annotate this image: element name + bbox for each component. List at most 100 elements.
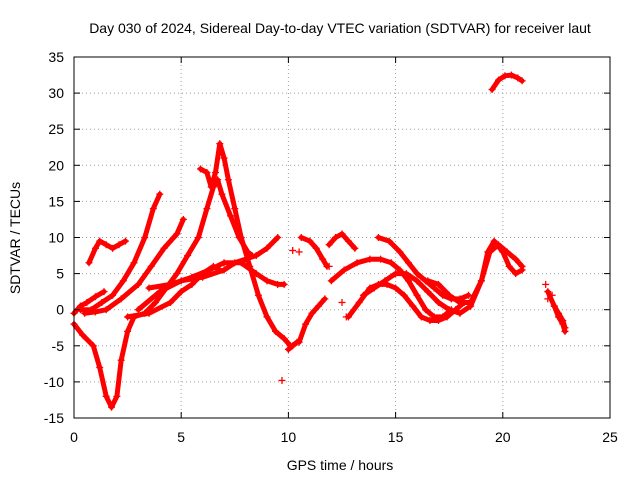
data-point xyxy=(289,342,297,350)
data-point xyxy=(319,255,327,263)
data-point xyxy=(392,284,400,292)
data-series-track-10 xyxy=(196,140,295,350)
data-point xyxy=(413,277,421,285)
data-point xyxy=(404,259,412,267)
data-point xyxy=(184,252,192,260)
data-point xyxy=(507,71,515,79)
series-line xyxy=(146,260,287,291)
data-point xyxy=(108,403,116,411)
data-point xyxy=(141,234,149,241)
data-point xyxy=(514,74,522,82)
data-point xyxy=(130,259,138,267)
data-point xyxy=(518,77,526,85)
data-point xyxy=(177,288,185,296)
data-point xyxy=(134,306,142,314)
data-point xyxy=(501,72,509,80)
data-series-track-9 xyxy=(145,259,288,292)
data-point xyxy=(308,309,316,317)
data-point xyxy=(207,183,215,191)
data-point xyxy=(392,270,400,278)
data-point xyxy=(488,85,496,93)
data-point xyxy=(424,288,432,296)
data-point xyxy=(102,392,110,400)
data-point xyxy=(79,331,87,339)
series-line xyxy=(198,141,293,349)
x-tick-label: 15 xyxy=(388,429,404,445)
data-point xyxy=(417,313,425,321)
data-point xyxy=(353,259,361,267)
data-series-track-5 xyxy=(81,215,187,317)
data-point xyxy=(119,277,127,285)
data-point xyxy=(374,234,382,241)
data-point xyxy=(124,327,132,335)
data-point xyxy=(212,169,220,177)
data-series-track-1 xyxy=(70,313,138,411)
data-point xyxy=(115,241,123,249)
data-point xyxy=(231,205,239,213)
data-point xyxy=(426,317,434,325)
data-point xyxy=(505,262,513,270)
data-point xyxy=(396,248,404,256)
points-layer xyxy=(278,246,556,384)
y-tick-label: 35 xyxy=(48,49,64,65)
data-point xyxy=(327,277,335,285)
data-point xyxy=(237,259,245,267)
data-point xyxy=(91,244,99,252)
data-series-track-17 xyxy=(374,234,472,303)
data-point xyxy=(85,259,93,267)
data-point xyxy=(102,241,110,249)
series-layer xyxy=(70,71,569,411)
data-point xyxy=(387,259,395,267)
data-series-track-22 xyxy=(550,302,569,332)
data-point xyxy=(321,295,329,303)
y-tick-label: 5 xyxy=(56,266,64,282)
data-point xyxy=(544,288,552,296)
data-point xyxy=(370,284,378,292)
data-point xyxy=(220,266,228,274)
data-point xyxy=(96,237,104,245)
data-series-track-3 xyxy=(85,237,129,267)
data-point xyxy=(117,356,125,364)
data-point xyxy=(359,291,367,299)
data-point xyxy=(166,280,174,288)
data-point xyxy=(117,295,125,303)
isolated-data-point xyxy=(544,295,552,303)
data-point xyxy=(467,298,475,306)
data-point xyxy=(512,270,520,278)
data-point xyxy=(280,335,288,343)
data-point xyxy=(124,313,132,321)
data-point xyxy=(351,244,359,252)
data-point xyxy=(297,234,305,241)
x-tick-label: 0 xyxy=(70,429,78,445)
data-point xyxy=(147,262,155,270)
data-point xyxy=(443,313,451,321)
data-point xyxy=(445,291,453,299)
data-point xyxy=(100,288,108,296)
data-point xyxy=(263,277,271,285)
data-point xyxy=(400,291,408,299)
y-tick-label: 30 xyxy=(48,85,64,101)
chart-title: Day 030 of 2024, Sidereal Day-to-day VTE… xyxy=(89,20,591,36)
data-series-track-4 xyxy=(76,190,164,314)
data-point xyxy=(166,298,174,306)
data-point xyxy=(434,280,442,288)
y-axis-label: SDTVAR / TECUs xyxy=(7,182,23,294)
data-point xyxy=(109,244,117,252)
data-point xyxy=(173,230,181,238)
data-point xyxy=(377,255,385,263)
data-point xyxy=(102,306,110,314)
data-point xyxy=(145,284,153,292)
data-point xyxy=(220,259,228,267)
data-point xyxy=(252,252,260,260)
data-point xyxy=(203,169,211,177)
data-point xyxy=(512,255,520,263)
data-point xyxy=(134,280,142,288)
series-line xyxy=(551,303,568,331)
data-point xyxy=(439,291,447,299)
data-point xyxy=(151,298,159,306)
y-tick-label: 25 xyxy=(48,121,64,137)
series-line xyxy=(360,242,525,316)
y-tick-label: -15 xyxy=(44,410,64,426)
isolated-data-point xyxy=(289,246,297,254)
